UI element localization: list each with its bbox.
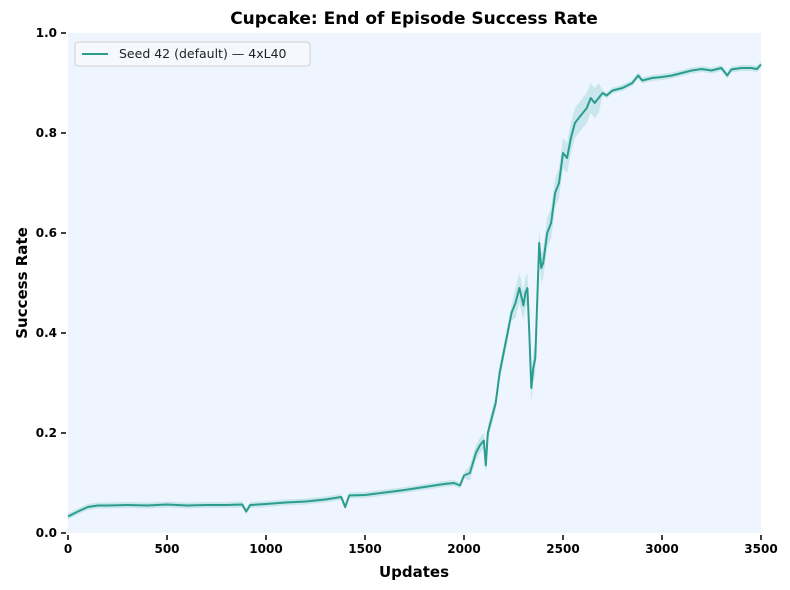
x-axis-label: Updates: [379, 563, 449, 581]
x-tick-label: 1000: [249, 542, 282, 556]
chart-title: Cupcake: End of Episode Success Rate: [230, 9, 598, 29]
y-axis-label: Success Rate: [13, 227, 31, 339]
x-tick-label: 3500: [744, 542, 777, 556]
legend-box: [74, 41, 311, 67]
x-tick-label: 2500: [546, 542, 579, 556]
x-tick-label: 1500: [348, 542, 381, 556]
x-axis-ticks: 0 500 1000 1500 2000 2500 3000 3500: [64, 535, 778, 556]
y-tick-label: 1.0: [36, 26, 57, 40]
legend-label: Seed 42 (default) — 4xL40: [119, 46, 287, 61]
x-tick-label: 2000: [447, 542, 480, 556]
series-line: [67, 63, 762, 518]
y-tick-label: 0.8: [36, 126, 57, 140]
legend: Seed 42 (default) — 4xL40: [74, 41, 311, 67]
y-tick-label: 0.4: [36, 326, 57, 340]
y-tick-label: 0.2: [36, 426, 57, 440]
x-tick-label: 0: [64, 542, 72, 556]
y-tick-label: 0.0: [36, 526, 57, 540]
x-tick-label: 3000: [645, 542, 678, 556]
y-axis-ticks: 0.0 0.2 0.4 0.6 0.8 1.0: [36, 26, 66, 540]
y-tick-label: 0.6: [36, 226, 57, 240]
x-tick-label: 500: [154, 542, 179, 556]
plot-area: [68, 33, 761, 533]
